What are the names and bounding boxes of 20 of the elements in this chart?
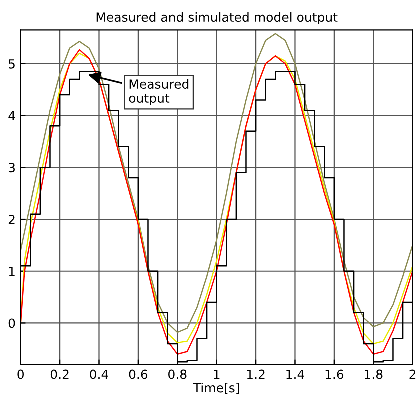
x-tick-label: 2 xyxy=(410,370,416,380)
x-tick-label: 0 xyxy=(18,370,24,380)
x-tick-label: 0.6 xyxy=(129,370,148,380)
annotation: Measured output xyxy=(129,79,189,106)
x-axis-title: Time[s] xyxy=(193,383,240,394)
x-tick-label: 1.6 xyxy=(326,370,344,380)
y-tick-label: 2 xyxy=(8,214,15,224)
x-tick-label: 1.4 xyxy=(286,370,304,380)
x-tick-label: 0.2 xyxy=(50,370,69,380)
y-tick-label: 4 xyxy=(8,111,16,121)
chart-title: Measured and simulated model output xyxy=(96,12,338,24)
x-tick-label: 1.8 xyxy=(365,370,383,380)
x-tick-label: 0.8 xyxy=(168,370,187,380)
y-tick-label: 0 xyxy=(8,318,16,328)
x-tick-label: 1 xyxy=(214,370,220,380)
x-tick-label: 1.2 xyxy=(247,370,265,380)
y-tick-label: 1 xyxy=(9,267,15,276)
y-tick-label: 5 xyxy=(9,60,15,69)
x-tick-label: 0.4 xyxy=(90,370,108,380)
y-tick-label: 3 xyxy=(8,163,15,173)
